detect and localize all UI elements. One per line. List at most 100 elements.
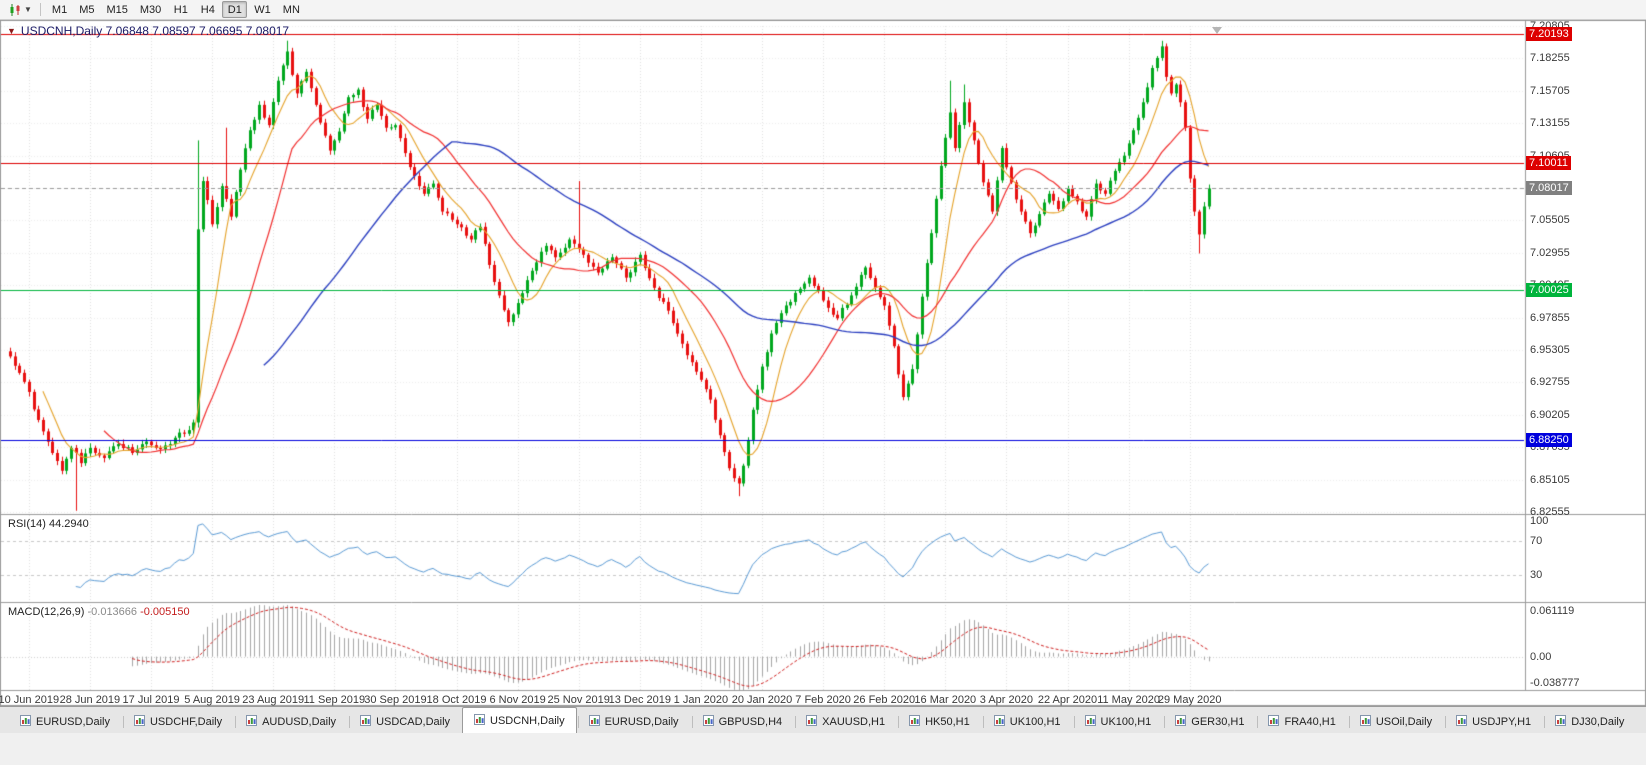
- date-axis-label: 28 Jun 2019: [59, 694, 121, 706]
- timeframe-toolbar: ▼ M1 M5 M15 M30 H1 H4 D1 W1 MN: [0, 0, 1646, 20]
- date-axis-label: 23 Aug 2019: [242, 694, 305, 706]
- chart-tab-eurusd-daily[interactable]: EURUSD,Daily: [577, 710, 691, 733]
- chart-tabs-bar: EURUSD,Daily USDCHF,Daily AUDUSD,Daily USDC…: [0, 706, 1646, 733]
- timeframe-buttons-group: M1 M5 M15 M30 H1 H4 D1 W1 MN: [46, 1, 306, 18]
- chart-tab-label: USDJPY,H1: [1472, 716, 1532, 728]
- chart-tab-label: UK100,H1: [1100, 716, 1152, 728]
- price-axis-tick: 6.95305: [1530, 344, 1570, 356]
- timeframe-button-d1[interactable]: D1: [222, 1, 248, 18]
- price-axis-tick: 6.82555: [1530, 506, 1570, 518]
- mini-chart-icon: [1175, 715, 1187, 729]
- macd-main-value: -0.013666: [87, 606, 138, 618]
- chart-tab-uk100-h1[interactable]: UK100,H1: [982, 710, 1073, 733]
- price-level-badge-psychological-7: 7.00025: [1526, 283, 1572, 298]
- chart-tab-xauusd-h1[interactable]: XAUUSD,H1: [794, 710, 897, 733]
- chart-tab-label: FRA40,H1: [1284, 716, 1336, 728]
- timeframe-button-w1[interactable]: W1: [249, 1, 276, 18]
- chart-tab-usdcad-daily[interactable]: USDCAD,Daily: [348, 710, 462, 733]
- chart-tab-label: XAUUSD,H1: [822, 716, 886, 728]
- timeframe-button-h4[interactable]: H4: [195, 1, 220, 18]
- rsi-axis-tick: 30: [1530, 568, 1543, 581]
- chart-tab-label: EURUSD,Daily: [36, 716, 110, 728]
- date-axis-label: 6 Nov 2019: [489, 694, 546, 706]
- date-axis-label: 18 Oct 2019: [426, 694, 487, 706]
- chart-tab-label: DJ30,Daily: [1571, 716, 1625, 728]
- mini-chart-icon: [360, 715, 372, 729]
- price-axis-tick: 7.02955: [1530, 246, 1570, 259]
- timeframe-button-m1[interactable]: M1: [47, 1, 72, 18]
- mini-chart-icon: [702, 715, 714, 729]
- chart-tab-label: USOil,Daily: [1375, 716, 1433, 728]
- macd-indicator-label: MACD(12,26,9) -0.013666 -0.005150: [8, 606, 190, 618]
- mini-chart-icon: [909, 715, 921, 729]
- date-axis-label: 13 Dec 2019: [608, 694, 671, 706]
- timeframe-button-m15[interactable]: M15: [101, 1, 132, 18]
- symbol-ohlc-readout: ▼ USDCNH,Daily 7.06848 7.08597 7.06695 7…: [7, 24, 289, 38]
- macd-axis-tick: -0.038777: [1530, 677, 1580, 689]
- date-axis-label: 10 Jun 2019: [0, 694, 60, 706]
- price-axis-tick: 6.97855: [1530, 311, 1570, 324]
- price-axis-tick: 7.18255: [1530, 52, 1570, 65]
- mini-chart-icon: [20, 715, 31, 729]
- mini-chart-icon: [806, 715, 818, 729]
- chart-tab-usdcnh-daily[interactable]: USDCNH,Daily: [462, 707, 577, 733]
- chart-tab-label: USDCNH,Daily: [490, 714, 565, 727]
- date-axis-label: 26 Feb 2020: [853, 694, 916, 706]
- chart-shift-marker[interactable]: [1212, 27, 1222, 34]
- chart-tab-gbpusd-h4[interactable]: GBPUSD,H4: [691, 710, 795, 733]
- chart-tab-label: AUDUSD,Daily: [262, 716, 337, 728]
- chart-tab-label: GER30,H1: [1191, 716, 1245, 728]
- timeframe-button-mn[interactable]: MN: [278, 1, 305, 18]
- price-axis-tick: 6.92755: [1530, 376, 1570, 389]
- chart-area[interactable]: ▼ USDCNH,Daily 7.06848 7.08597 7.06695 7…: [0, 20, 1646, 706]
- pane-divider-rsi[interactable]: [0, 512, 1646, 517]
- chart-tab-eurusd-daily[interactable]: EURUSD,Daily: [8, 710, 122, 733]
- one-click-trading-toggle-icon[interactable]: ▼: [7, 25, 16, 36]
- pane-divider-macd[interactable]: [0, 600, 1646, 605]
- chart-tab-fra40-h1[interactable]: FRA40,H1: [1256, 710, 1347, 733]
- mini-chart-icon: [474, 713, 486, 728]
- chart-tab-usdchf-daily[interactable]: USDCHF,Daily: [122, 710, 234, 733]
- price-axis-tick: 6.90205: [1530, 408, 1570, 421]
- chart-tab-uk100-h1[interactable]: UK100,H1: [1073, 710, 1164, 733]
- chart-tab-usoil-daily[interactable]: USOil,Daily: [1348, 710, 1444, 733]
- date-axis-label: 20 Jan 2020: [731, 694, 793, 706]
- mini-chart-icon: [1268, 715, 1280, 729]
- date-axis-label: 11 Sep 2019: [303, 694, 366, 706]
- mini-chart-icon: [246, 715, 258, 729]
- date-axis-label: 7 Feb 2020: [795, 694, 851, 706]
- price-axis-tick: 7.15705: [1530, 84, 1570, 97]
- macd-name: MACD(12,26,9): [8, 606, 85, 618]
- chart-tab-usdjpy-h1[interactable]: USDJPY,H1: [1444, 710, 1543, 733]
- chart-tab-dj30-daily[interactable]: DJ30,Daily: [1543, 710, 1636, 733]
- toolbar-separator: [39, 3, 41, 16]
- date-axis-label: 5 Aug 2019: [184, 694, 240, 706]
- mini-chart-icon: [1555, 715, 1567, 729]
- chevron-down-icon: ▼: [24, 5, 32, 14]
- price-axis-tick: 6.85105: [1530, 473, 1570, 486]
- chart-tab-label: GBPUSD,H4: [718, 716, 783, 728]
- candlestick-chart-icon[interactable]: ▼: [5, 1, 35, 19]
- date-axis-label: 25 Nov 2019: [547, 694, 610, 706]
- chart-tab-audusd-daily[interactable]: AUDUSD,Daily: [234, 710, 348, 733]
- rsi-indicator-label: RSI(14) 44.2940: [8, 518, 89, 530]
- macd-axis-tick: 0.061119: [1530, 605, 1575, 617]
- chart-tab-ger30-h1[interactable]: GER30,H1: [1163, 710, 1256, 733]
- timeframe-button-m30[interactable]: M30: [135, 1, 166, 18]
- date-axis-label: 16 Mar 2020: [914, 694, 977, 706]
- date-axis-label: 30 Sep 2019: [364, 694, 427, 706]
- chart-tab-hk50-h1[interactable]: HK50,H1: [897, 710, 982, 733]
- mini-chart-icon: [993, 715, 1005, 729]
- rsi-name: RSI(14): [8, 518, 46, 530]
- price-axis-tick: 7.13155: [1530, 117, 1570, 130]
- date-axis-label: 1 Jan 2020: [673, 694, 729, 706]
- mini-chart-icon: [588, 715, 600, 729]
- macd-signal-value: -0.005150: [140, 606, 190, 618]
- chart-tab-label: USDCHF,Daily: [149, 716, 223, 728]
- timeframe-button-h1[interactable]: H1: [168, 1, 193, 18]
- mini-chart-icon: [1084, 715, 1096, 729]
- timeframe-button-m5[interactable]: M5: [74, 1, 99, 18]
- price-chart-canvas[interactable]: [0, 20, 1646, 706]
- mini-chart-icon: [1456, 715, 1468, 729]
